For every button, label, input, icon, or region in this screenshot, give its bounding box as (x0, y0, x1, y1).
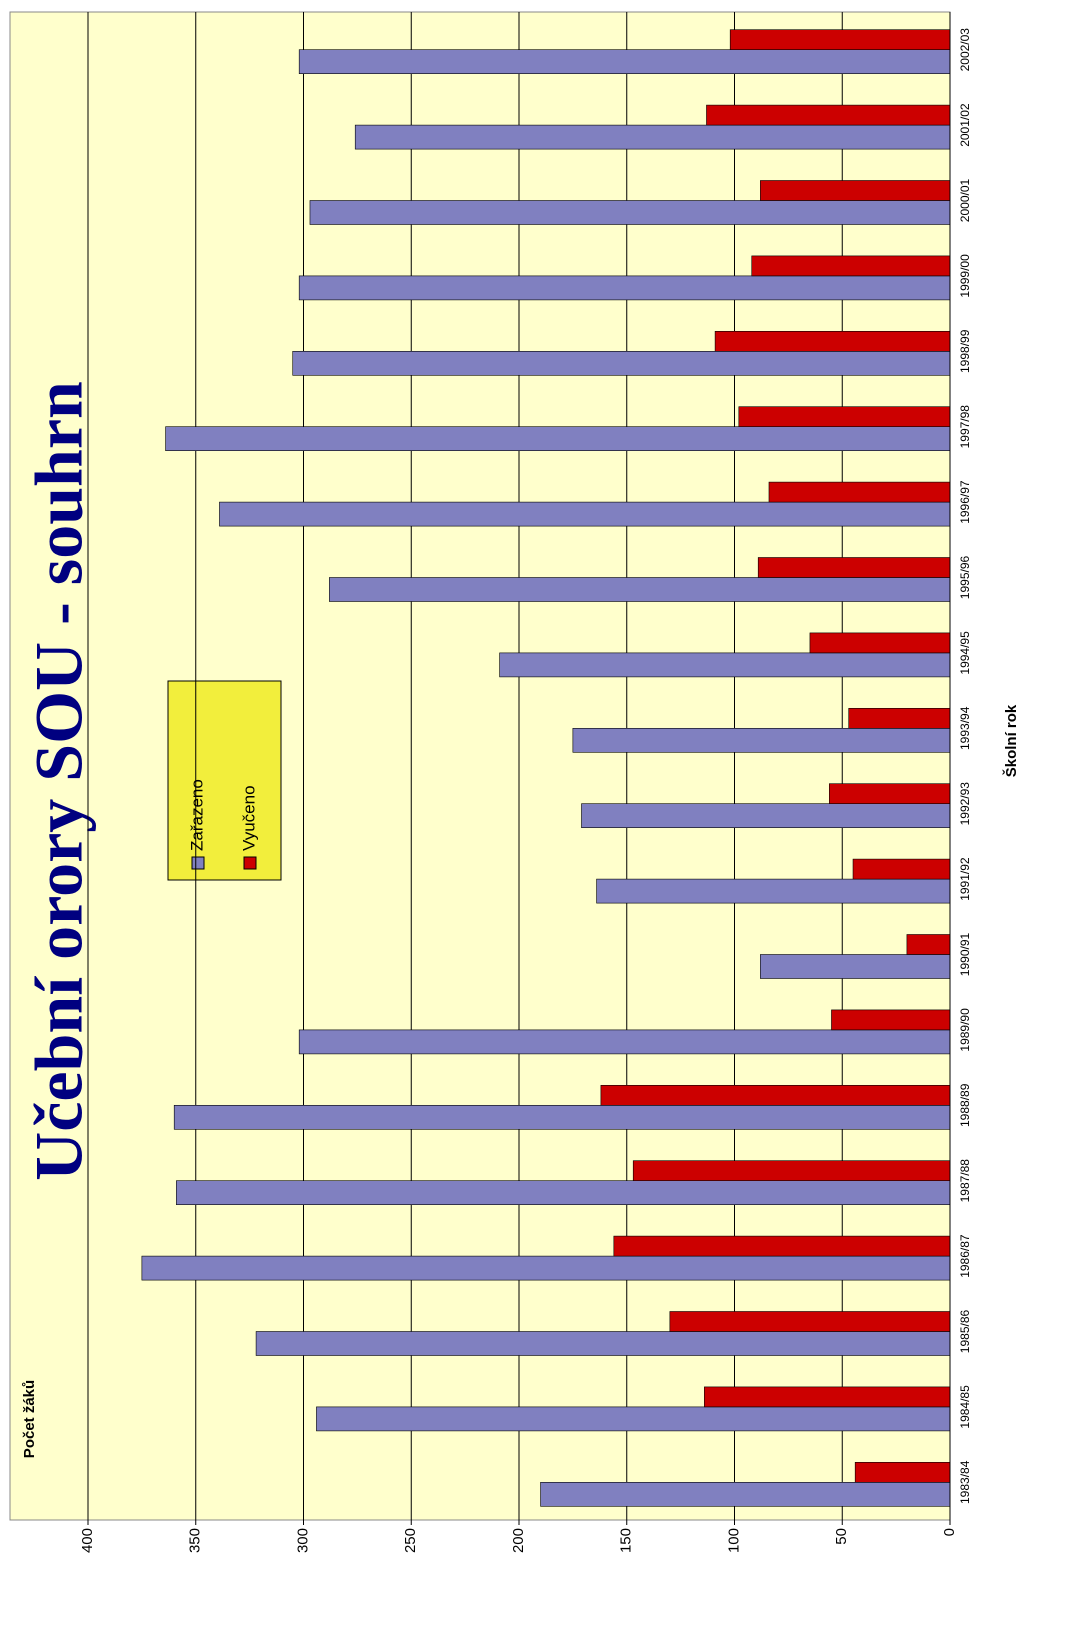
bar (906, 934, 951, 955)
y-tick-label: 200 (510, 1528, 527, 1553)
bar (329, 577, 951, 602)
chart-title: Učební orory SOU - souhrn (21, 381, 97, 1181)
y-tick-label: 150 (618, 1528, 635, 1553)
bar (831, 1009, 951, 1031)
x-tick-label: 1999/00 (958, 254, 972, 298)
y-tick-label: 100 (725, 1528, 742, 1553)
bar (706, 104, 951, 126)
bar (540, 1482, 951, 1507)
y-tick-label: 250 (402, 1528, 419, 1553)
legend-swatch (243, 856, 257, 870)
bar (760, 954, 951, 979)
bar (751, 255, 951, 277)
x-tick-label: 2002/03 (958, 28, 972, 72)
legend-label: Vyučeno (239, 785, 258, 851)
bar (848, 707, 951, 729)
x-tick-label: 1989/90 (958, 1008, 972, 1052)
bar (854, 1462, 951, 1483)
bar (613, 1235, 951, 1257)
y-tick-label: 50 (833, 1528, 850, 1545)
bar (704, 1386, 951, 1408)
bar (141, 1255, 951, 1281)
legend-box (167, 680, 282, 881)
x-tick-label: 1985/86 (958, 1309, 972, 1353)
x-tick-label: 2001/02 (958, 103, 972, 147)
x-tick-label: 1986/87 (958, 1234, 972, 1278)
x-tick-label: 1990/91 (958, 932, 972, 976)
legend-swatch (191, 856, 205, 870)
x-axis-title: Školní rok (1002, 704, 1020, 777)
bar (768, 481, 951, 503)
bar (809, 632, 951, 654)
x-tick-label: 1991/92 (958, 857, 972, 901)
x-tick-label: 1996/97 (958, 480, 972, 524)
bar (316, 1406, 951, 1432)
bar (852, 858, 951, 880)
bar (572, 727, 951, 753)
bar (729, 29, 951, 50)
bar (292, 351, 951, 376)
y-tick-label: 400 (79, 1528, 96, 1553)
x-tick-label: 1998/99 (958, 329, 972, 373)
y-axis-title: Počet žáků (21, 1380, 38, 1458)
x-tick-label: 1988/89 (958, 1083, 972, 1127)
bar (298, 1029, 951, 1055)
bar (354, 124, 951, 150)
bar (298, 49, 951, 74)
x-tick-label: 1987/88 (958, 1159, 972, 1203)
bar (255, 1331, 951, 1356)
bar (165, 426, 951, 451)
bar (309, 200, 951, 225)
bar (581, 803, 951, 829)
bar (596, 878, 951, 904)
bar (176, 1180, 951, 1206)
bar (669, 1311, 951, 1332)
bar (600, 1084, 951, 1106)
x-tick-label: 1994/95 (958, 631, 972, 675)
y-tick-label: 350 (187, 1528, 204, 1553)
bar (219, 501, 951, 527)
plot-area (9, 11, 951, 1521)
bar (757, 557, 951, 578)
x-tick-label: 1993/94 (958, 706, 972, 750)
x-tick-label: 1983/84 (958, 1460, 972, 1504)
bar (173, 1104, 951, 1130)
bar (829, 783, 951, 805)
legend-label: Zařazeno (187, 779, 206, 851)
bar (760, 180, 951, 201)
y-tick-label: 0 (941, 1528, 958, 1536)
x-tick-label: 1984/85 (958, 1385, 972, 1429)
x-tick-label: 2000/01 (958, 178, 972, 222)
bar (298, 275, 951, 301)
x-tick-label: 1995/96 (958, 555, 972, 599)
legend: Zařazeno Vyučeno (167, 680, 282, 881)
x-tick-label: 1997/98 (958, 405, 972, 449)
y-tick-label: 300 (294, 1528, 311, 1553)
bar (632, 1160, 951, 1182)
bar (499, 652, 951, 678)
x-tick-label: 1992/93 (958, 782, 972, 826)
bar (738, 406, 951, 427)
bar (714, 331, 951, 352)
